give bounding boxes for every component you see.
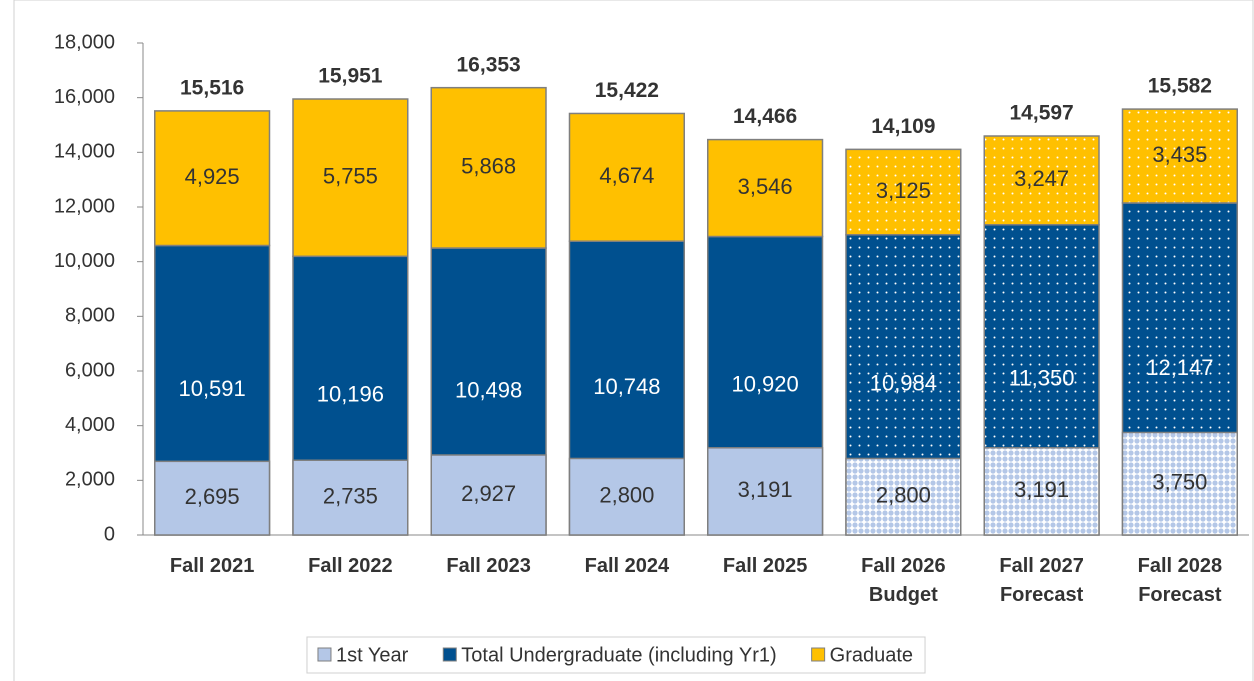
bar-segment bbox=[568, 457, 685, 536]
value-label: 10,920 bbox=[731, 372, 798, 397]
value-label: 4,674 bbox=[599, 163, 654, 188]
x-tick-line: Forecast bbox=[1000, 584, 1084, 606]
value-label: 2,800 bbox=[599, 483, 654, 508]
bar-segment bbox=[707, 447, 824, 536]
x-tick-line: Fall 2026 bbox=[861, 555, 946, 577]
x-tick-line: Budget bbox=[869, 584, 938, 606]
total-label: 14,109 bbox=[871, 115, 935, 138]
value-label: 4,925 bbox=[185, 164, 240, 189]
y-tick-label: 18,000 bbox=[54, 31, 115, 53]
total-label: 14,597 bbox=[1010, 102, 1074, 125]
value-label: 10,591 bbox=[178, 376, 245, 401]
bar-segment bbox=[1121, 108, 1238, 204]
x-tick-label: Fall 2028 Forecast bbox=[1138, 555, 1223, 606]
bar-segment bbox=[707, 138, 824, 238]
x-tick-label: Fall 2025 bbox=[723, 555, 808, 577]
y-tick-label: 6,000 bbox=[65, 359, 115, 381]
value-label: 10,196 bbox=[317, 381, 384, 406]
x-tick-line: Fall 2024 bbox=[585, 555, 670, 577]
y-tick-label: 2,000 bbox=[65, 469, 115, 491]
value-label: 12,147 bbox=[1146, 355, 1213, 380]
bar-segment bbox=[430, 454, 547, 536]
x-tick-label: Fall 2027 Forecast bbox=[999, 555, 1084, 606]
bar-segment bbox=[292, 459, 409, 536]
x-tick-label: Fall 2026 Budget bbox=[861, 555, 946, 606]
y-tick-label: 4,000 bbox=[65, 414, 115, 436]
value-label: 2,927 bbox=[461, 481, 516, 506]
legend-marker bbox=[442, 647, 457, 662]
x-tick-label: Fall 2021 bbox=[170, 555, 255, 577]
value-label: 5,868 bbox=[461, 154, 516, 179]
legend-marker bbox=[811, 647, 826, 662]
x-tick-line: Forecast bbox=[1138, 584, 1222, 606]
y-tick-label: 12,000 bbox=[54, 195, 115, 217]
x-tick-line: Fall 2025 bbox=[723, 555, 808, 577]
bar-segment bbox=[154, 110, 271, 247]
x-tick-line: Fall 2022 bbox=[308, 555, 393, 577]
value-label: 11,350 bbox=[1009, 366, 1075, 391]
y-tick-label: 16,000 bbox=[54, 86, 115, 108]
bar-segment bbox=[983, 447, 1100, 536]
bar-segment bbox=[845, 148, 962, 236]
legend-label: 1st Year bbox=[336, 644, 409, 666]
value-label: 2,735 bbox=[323, 483, 378, 508]
x-tick-label: Fall 2024 bbox=[585, 555, 670, 577]
value-label: 3,191 bbox=[1014, 477, 1069, 502]
x-tick-line: Fall 2027 bbox=[999, 555, 1084, 577]
total-label: 15,422 bbox=[595, 79, 659, 102]
bar-segment bbox=[568, 112, 685, 242]
y-tick-label: 8,000 bbox=[65, 305, 115, 327]
value-label: 2,800 bbox=[876, 483, 931, 508]
total-label: 15,951 bbox=[318, 65, 383, 88]
total-label: 14,466 bbox=[733, 105, 797, 128]
x-tick-label: Fall 2023 bbox=[446, 555, 531, 577]
y-tick-label: 0 bbox=[104, 523, 115, 545]
value-label: 3,191 bbox=[738, 477, 793, 502]
value-label: 10,984 bbox=[870, 371, 937, 396]
value-label: 3,125 bbox=[876, 178, 931, 203]
value-label: 3,750 bbox=[1152, 470, 1207, 495]
value-label: 2,695 bbox=[185, 484, 240, 509]
y-tick-label: 14,000 bbox=[54, 141, 115, 163]
value-label: 5,755 bbox=[323, 163, 378, 188]
value-label: 3,435 bbox=[1152, 142, 1207, 167]
total-label: 15,516 bbox=[180, 76, 244, 99]
x-tick-line: Fall 2021 bbox=[170, 555, 255, 577]
x-tick-line: Fall 2028 bbox=[1138, 555, 1223, 577]
bar-segment bbox=[1121, 431, 1238, 536]
value-label: 3,546 bbox=[738, 174, 793, 199]
value-label: 10,498 bbox=[455, 377, 522, 402]
legend-label: Total Undergraduate (including Yr1) bbox=[461, 644, 776, 666]
total-label: 16,353 bbox=[457, 54, 521, 77]
chart-frame bbox=[13, 0, 1254, 681]
bar-segment bbox=[845, 457, 962, 536]
bar-segment bbox=[292, 98, 409, 258]
bar-segment bbox=[983, 135, 1100, 226]
value-label: 10,748 bbox=[593, 374, 660, 399]
y-tick-label: 10,000 bbox=[54, 250, 115, 272]
value-label: 3,247 bbox=[1014, 166, 1069, 191]
x-tick-line: Fall 2023 bbox=[446, 555, 531, 577]
bar-segment bbox=[430, 86, 547, 249]
legend-marker bbox=[317, 647, 332, 662]
bar-segment bbox=[154, 460, 271, 536]
x-tick-label: Fall 2022 bbox=[308, 555, 393, 577]
legend-label: Graduate bbox=[830, 644, 913, 666]
total-label: 15,582 bbox=[1148, 75, 1212, 98]
